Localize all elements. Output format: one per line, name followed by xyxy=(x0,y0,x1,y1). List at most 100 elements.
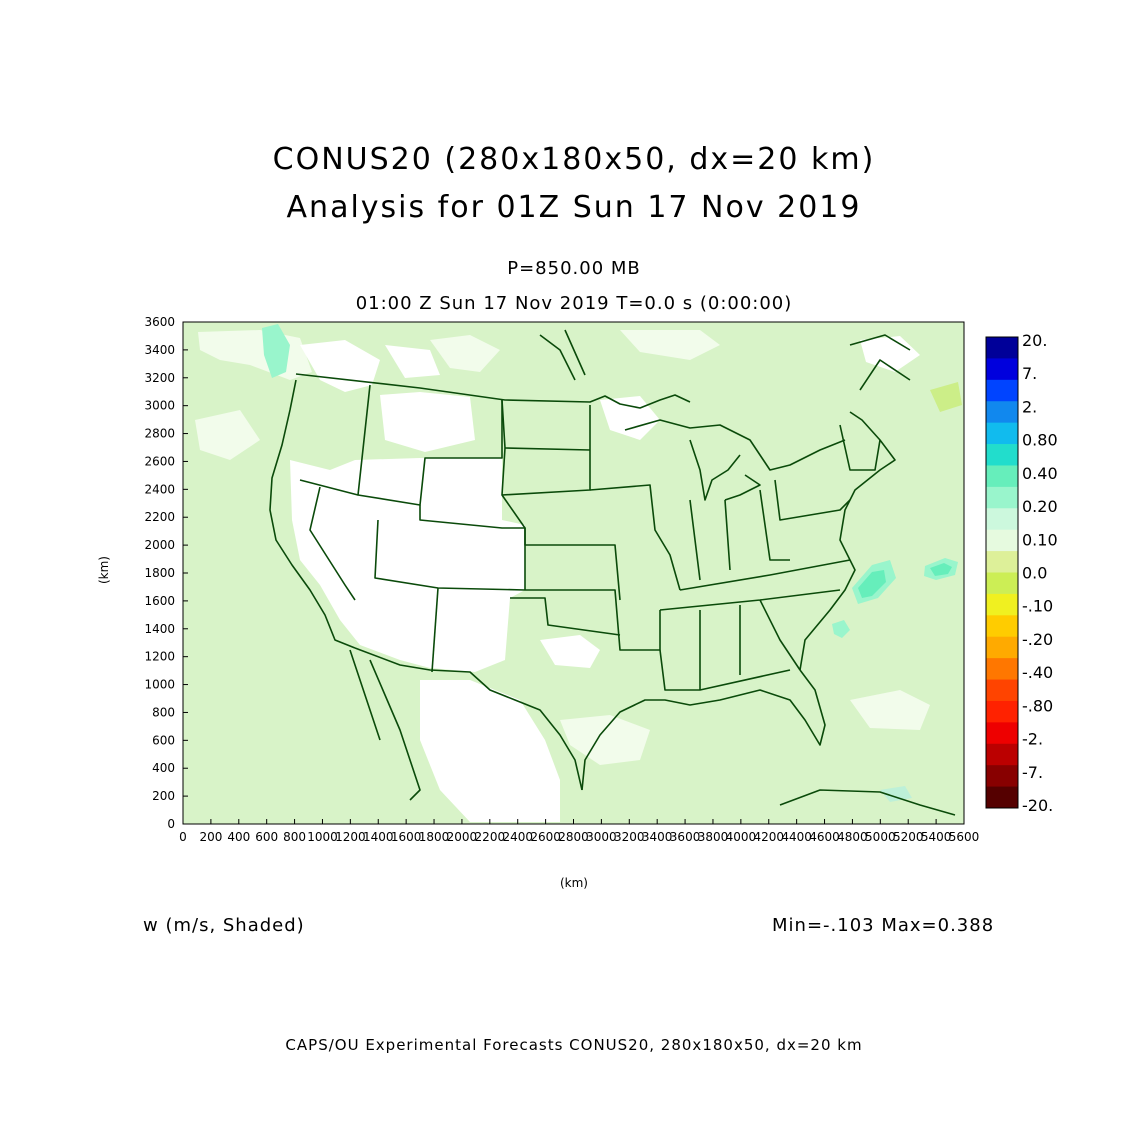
x-tick-label: 2000 xyxy=(447,830,478,844)
x-tick-label: 5400 xyxy=(921,830,952,844)
colorbar-swatch xyxy=(986,444,1018,466)
colorbar-label: -.80 xyxy=(1022,696,1053,715)
x-tick-label: 5000 xyxy=(865,830,896,844)
x-tick-label: 4600 xyxy=(809,830,840,844)
y-tick-label: 1000 xyxy=(144,678,175,692)
colorbar-swatch xyxy=(986,593,1018,616)
colorbar-label: 7. xyxy=(1022,364,1037,383)
x-tick-label: 2600 xyxy=(530,830,561,844)
colorbar-swatch xyxy=(986,529,1018,552)
x-tick-label: 4800 xyxy=(837,830,868,844)
x-tick-label: 2800 xyxy=(558,830,589,844)
valid-time: 01:00 Z Sun 17 Nov 2019 T=0.0 s (0:00:00… xyxy=(355,293,793,314)
colorbar-frame xyxy=(985,336,1019,809)
colorbar-swatch xyxy=(986,508,1018,531)
colorbar-label: -2. xyxy=(1022,730,1043,749)
x-tick-label: 1200 xyxy=(335,830,366,844)
x-tick-label: 5200 xyxy=(893,830,924,844)
map-area xyxy=(182,321,965,825)
y-tick-label: 3000 xyxy=(144,399,175,413)
colorbar-label: 20. xyxy=(1022,331,1047,350)
y-tick-label: 3200 xyxy=(144,371,175,385)
x-tick-label: 1600 xyxy=(391,830,422,844)
colorbar-swatch xyxy=(986,743,1018,766)
colorbar-label: 0.20 xyxy=(1022,497,1058,516)
y-tick-label: 2200 xyxy=(144,510,175,524)
y-tick-label: 600 xyxy=(152,733,175,747)
colorbar-swatch xyxy=(986,786,1018,809)
colorbar-label: -7. xyxy=(1022,763,1043,782)
colorbar-label: -20. xyxy=(1022,796,1053,815)
y-tick-label: 1400 xyxy=(144,622,175,636)
x-axis: 0 200 400 600 800 100012001400160018002000220… xyxy=(179,819,979,844)
colorbar-swatch xyxy=(986,379,1018,402)
colorbar-swatch xyxy=(986,765,1018,788)
colorbar-swatch xyxy=(986,486,1018,509)
footer-credit: CAPS/OU Experimental Forecasts CONUS20, … xyxy=(285,1036,863,1054)
map-background xyxy=(183,322,964,824)
colorbar-label: -.20 xyxy=(1022,630,1053,649)
colorbar-label: 0.80 xyxy=(1022,431,1058,450)
x-tick-label: 2400 xyxy=(502,830,533,844)
x-tick-label: 4000 xyxy=(726,830,757,844)
colorbar-swatch xyxy=(986,401,1018,424)
shading-zero xyxy=(290,336,920,822)
colorbar-swatch xyxy=(986,722,1018,745)
y-tick-label: 2800 xyxy=(144,427,175,441)
x-tick-label: 200 xyxy=(199,830,222,844)
colorbar: 20. 7. 2. 0.80 0.40 0.20 0.10 0.0 -.10 -.20 -.40 -.… xyxy=(985,331,1058,815)
y-tick-label: 3600 xyxy=(144,315,175,329)
colorbar-swatch xyxy=(986,572,1018,595)
pressure-level: P=850.00 MB xyxy=(507,258,641,279)
colorbar-swatch xyxy=(986,615,1018,638)
y-tick-label: 0 xyxy=(167,817,175,831)
y-axis: 0 200 400 600 800 1000 1200 1400 1600 1800 2000 220… xyxy=(144,315,188,831)
x-tick-label: 400 xyxy=(227,830,250,844)
x-tick-label: 3800 xyxy=(698,830,729,844)
colorbar-swatch xyxy=(986,700,1018,723)
x-tick-label: 2200 xyxy=(475,830,506,844)
field-label: w (m/s, Shaded) xyxy=(143,915,305,936)
colorbar-label: 0.0 xyxy=(1022,564,1047,583)
y-axis-label: (km) xyxy=(97,555,112,585)
colorbar-label: -.10 xyxy=(1022,597,1053,616)
y-tick-label: 200 xyxy=(152,789,175,803)
x-axis-label: (km) xyxy=(559,876,588,890)
colorbar-label: 0.10 xyxy=(1022,530,1058,549)
map-subtitle: Analysis for 01Z Sun 17 Nov 2019 xyxy=(286,190,862,225)
x-tick-label: 3200 xyxy=(614,830,645,844)
x-tick-label: 1000 xyxy=(307,830,338,844)
y-tick-label: 2000 xyxy=(144,538,175,552)
colorbar-swatch xyxy=(986,636,1018,659)
x-tick-label: 0 xyxy=(179,830,187,844)
x-tick-label: 600 xyxy=(255,830,278,844)
colorbar-label: 2. xyxy=(1022,397,1037,416)
map-title: CONUS20 (280x180x50, dx=20 km) xyxy=(272,142,876,177)
x-tick-label: 800 xyxy=(283,830,306,844)
min-max-label: Min=-.103 Max=0.388 xyxy=(772,915,995,936)
x-tick-label: 1400 xyxy=(363,830,394,844)
colorbar-label: 0.40 xyxy=(1022,464,1058,483)
x-tick-label: 3000 xyxy=(586,830,617,844)
colorbar-label: -.40 xyxy=(1022,663,1053,682)
y-tick-label: 2600 xyxy=(144,454,175,468)
colorbar-swatch xyxy=(986,358,1018,381)
colorbar-swatch xyxy=(986,658,1018,681)
y-tick-label: 1800 xyxy=(144,566,175,580)
shading-positive xyxy=(262,324,962,802)
x-tick-label: 4400 xyxy=(781,830,812,844)
y-tick-label: 3400 xyxy=(144,343,175,357)
y-tick-label: 2400 xyxy=(144,482,175,496)
colorbar-swatch xyxy=(986,679,1018,702)
y-tick-label: 1600 xyxy=(144,594,175,608)
x-tick-label: 1800 xyxy=(419,830,450,844)
x-tick-label: 4200 xyxy=(753,830,784,844)
x-tick-label: 5600 xyxy=(949,830,980,844)
y-tick-label: 800 xyxy=(152,705,175,719)
y-tick-label: 400 xyxy=(152,761,175,775)
colorbar-swatch xyxy=(986,337,1018,359)
colorbar-swatch xyxy=(986,465,1018,488)
colorbar-swatch xyxy=(986,422,1018,445)
colorbar-swatch xyxy=(986,551,1018,573)
